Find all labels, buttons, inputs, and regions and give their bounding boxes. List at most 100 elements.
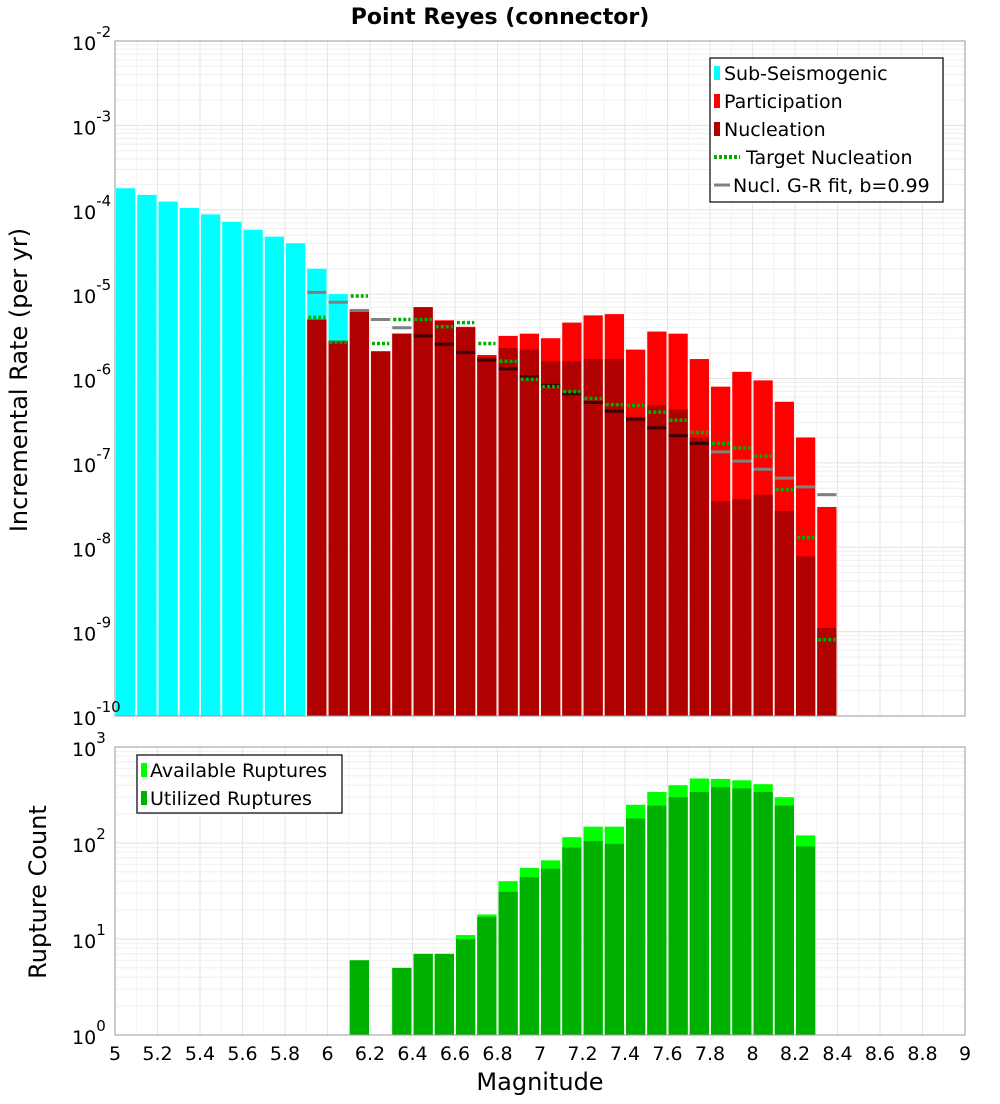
rate-bar-sub-seismogenic: [137, 194, 157, 716]
count-bar-utilized-ruptures: [519, 877, 539, 1035]
chart-title: Point Reyes (connector): [351, 5, 650, 30]
bottom-y-axis-label: Rupture Count: [24, 805, 52, 979]
top-y-tick-label: 10-9: [72, 614, 111, 646]
rate-bar-sub-seismogenic: [179, 207, 199, 716]
rate-bar-nucleation: [817, 628, 837, 716]
top-y-axis-label: Incremental Rate (per yr): [5, 228, 33, 532]
count-bar-utilized-ruptures: [562, 847, 582, 1035]
count-bar-utilized-ruptures: [753, 791, 773, 1035]
rate-bar-sub-seismogenic: [201, 214, 221, 717]
top-y-ticks: 10-10 10-9 10-8 10-7 10-6 10-5 10-4 10-3 10-2: [72, 23, 121, 730]
bottom-y-tick-exponent: 1: [96, 921, 106, 939]
rate-bar-nucleation: [456, 327, 476, 716]
rate-bar-sub-seismogenic: [116, 188, 136, 717]
rate-bar-nucleation: [477, 356, 497, 716]
bottom-grid: [115, 747, 965, 1035]
rate-bar-nucleation: [392, 333, 412, 716]
rate-bar-nucleation: [753, 494, 773, 716]
top-bars: [116, 188, 837, 717]
x-tick-label: 7.4: [610, 1043, 640, 1065]
count-bar-utilized-ruptures: [796, 846, 816, 1035]
x-tick-label: 6: [321, 1043, 333, 1065]
rate-bar-nucleation: [413, 307, 433, 716]
legend-swatch-participation: [714, 94, 720, 108]
x-tick-label: 5: [109, 1043, 121, 1065]
x-tick-label: 7.8: [695, 1043, 725, 1065]
bottom-y-tick-exponent: 2: [96, 825, 106, 843]
top-y-tick-exponent: -2: [96, 23, 111, 41]
legend-label-nucleation: Nucleation: [724, 119, 826, 141]
x-tick-label: 8.6: [865, 1043, 895, 1065]
bottom-y-tick-exponent: 0: [96, 1017, 106, 1035]
bottom-legend: Available Ruptures Utilized Ruptures: [136, 754, 343, 814]
count-bar-utilized-ruptures: [434, 953, 454, 1035]
count-bar-utilized-ruptures: [626, 818, 646, 1035]
rate-bar-nucleation: [604, 359, 624, 716]
rate-bar-sub-seismogenic: [222, 221, 242, 716]
bottom-y-tick-exponent: 3: [96, 729, 106, 747]
bottom-plot-border: [114, 746, 966, 1036]
rate-bar-nucleation: [774, 510, 794, 716]
rate-bar-nucleation: [668, 409, 688, 716]
x-tick-label: 6.2: [355, 1043, 385, 1065]
top-y-tick-exponent: -4: [96, 192, 111, 210]
x-tick-label: 7.2: [567, 1043, 597, 1065]
rate-bar-sub-seismogenic: [286, 243, 306, 717]
legend-label-participation: Participation: [724, 91, 843, 113]
x-tick-label: 8.4: [822, 1043, 852, 1065]
top-y-tick-exponent: -6: [96, 361, 111, 379]
x-tick-label: 5.6: [227, 1043, 257, 1065]
top-y-tick-label: 10-4: [72, 192, 111, 224]
count-bar-utilized-ruptures: [647, 805, 667, 1035]
x-tick-label: 7.6: [652, 1043, 682, 1065]
top-y-tick-exponent: -3: [96, 107, 111, 125]
rate-bar-nucleation: [371, 351, 391, 716]
count-bar-utilized-ruptures: [392, 967, 412, 1035]
bottom-bars: [349, 778, 816, 1035]
legend-swatch-available: [141, 763, 147, 777]
legend-swatch-nucleation: [714, 122, 720, 136]
x-tick-label: 7: [534, 1043, 546, 1065]
rate-bar-nucleation: [647, 405, 667, 716]
rate-bar-nucleation: [626, 416, 646, 716]
legend-label-available: Available Ruptures: [150, 760, 327, 782]
count-bar-utilized-ruptures: [732, 788, 752, 1035]
bottom-y-tick-label: 103: [72, 729, 106, 761]
rate-bar-nucleation: [498, 347, 518, 716]
count-bar-utilized-ruptures: [477, 916, 497, 1035]
rate-bar-nucleation: [434, 321, 454, 716]
rate-bar-nucleation: [562, 361, 582, 716]
rate-bar-nucleation: [711, 501, 731, 716]
x-tick-label: 5.2: [142, 1043, 172, 1065]
count-bar-utilized-ruptures: [668, 797, 688, 1035]
count-bar-utilized-ruptures: [413, 953, 433, 1035]
rate-bar-sub-seismogenic: [264, 236, 284, 716]
top-plot-border: [114, 40, 966, 717]
rate-bar-nucleation: [541, 361, 561, 716]
rate-bar-nucleation: [583, 359, 603, 716]
rate-bar-nucleation: [328, 342, 348, 716]
top-y-tick-label: 10-3: [72, 107, 111, 139]
count-bar-utilized-ruptures: [583, 840, 603, 1035]
rate-bar-sub-seismogenic: [243, 229, 263, 717]
top-y-tick-exponent: -5: [96, 276, 111, 294]
x-axis-label: Magnitude: [476, 1068, 603, 1096]
top-lines: [307, 290, 837, 642]
x-tick-label: 6.6: [440, 1043, 470, 1065]
count-bar-utilized-ruptures: [349, 960, 369, 1035]
x-ticks: 5 5.2 5.4 5.6 5.8 6 6.2 6.4 6.6 6.8 7 7.2 7.4 7.6 7.8 8…: [109, 1043, 971, 1065]
count-bar-utilized-ruptures: [604, 843, 624, 1035]
rate-bar-nucleation: [796, 556, 816, 716]
top-legend-box: [709, 57, 944, 203]
x-tick-label: 9: [959, 1043, 971, 1065]
legend-label-target-nucleation: Target Nucleation: [745, 147, 913, 169]
rate-bar-nucleation: [519, 349, 539, 716]
rate-bar-nucleation: [689, 437, 709, 716]
count-bar-utilized-ruptures: [498, 891, 518, 1035]
legend-swatch-utilized: [141, 791, 147, 805]
top-y-tick-exponent: -7: [96, 445, 111, 463]
x-tick-label: 8.2: [780, 1043, 810, 1065]
rate-bar-sub-seismogenic: [158, 201, 178, 716]
